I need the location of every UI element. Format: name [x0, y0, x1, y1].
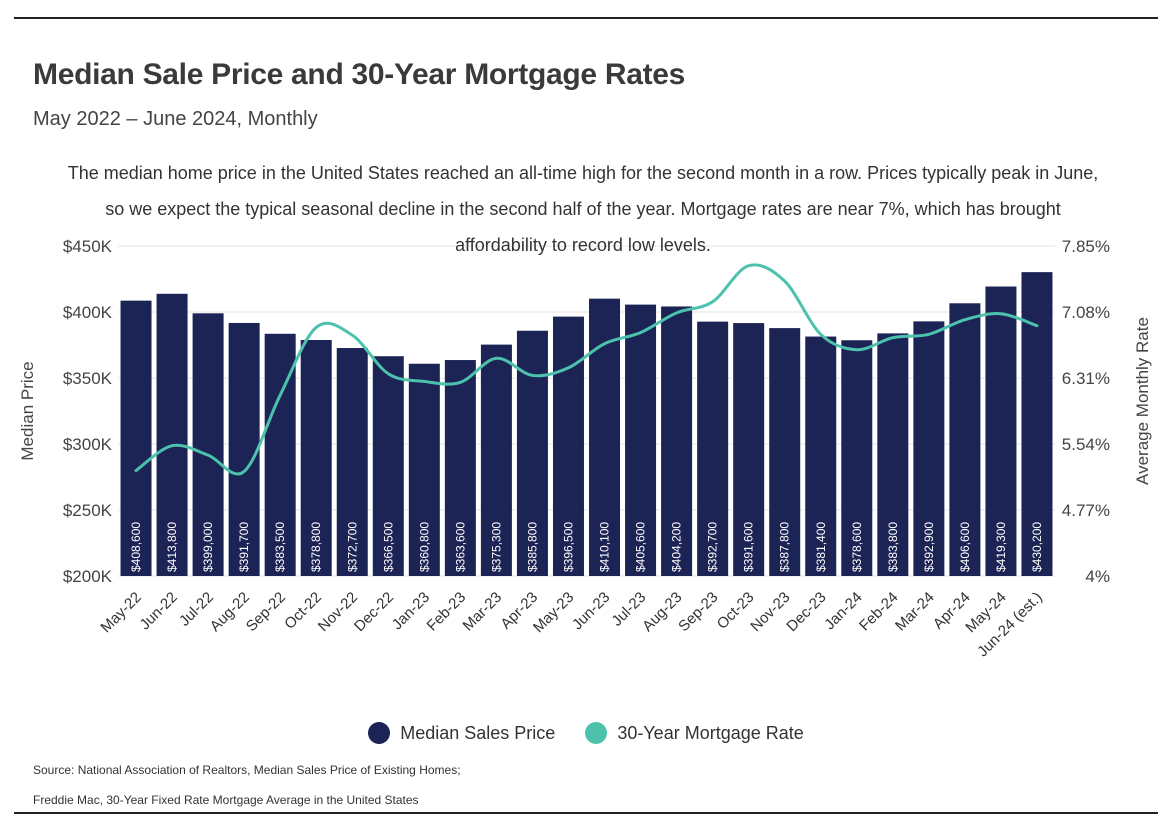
- y-tick-label-left: $350K: [63, 369, 113, 388]
- y-tick-label-right: 5.54%: [1062, 435, 1110, 454]
- bar-value-label: $391,600: [742, 522, 756, 572]
- bar-value-label: $381,400: [814, 522, 828, 572]
- y-tick-label-left: $300K: [63, 435, 113, 454]
- source-line-1: Source: National Association of Realtors…: [33, 763, 461, 777]
- bar: [769, 328, 801, 576]
- bar-value-label: $406,600: [958, 522, 972, 572]
- bar-value-label: $360,800: [417, 522, 431, 572]
- bar: [372, 356, 404, 576]
- bar-value-label: $383,500: [273, 522, 287, 572]
- bar: [697, 321, 729, 576]
- y-tick-label-left: $250K: [63, 501, 113, 520]
- bar-value-label: $410,100: [598, 522, 612, 572]
- bar: [841, 340, 873, 576]
- y-tick-label-right: 4.77%: [1062, 501, 1110, 520]
- legend-item-line: 30-Year Mortgage Rate: [585, 722, 804, 744]
- bar-value-label: $378,800: [309, 522, 323, 572]
- bar-value-label: $366,500: [381, 522, 395, 572]
- y-axis-title-left: Median Price: [18, 361, 37, 460]
- bar-value-label: $404,200: [670, 522, 684, 572]
- bar-value-label: $413,800: [165, 522, 179, 572]
- x-tick-label: Dec-23: [783, 589, 829, 635]
- x-tick-label: Sep-22: [243, 589, 289, 635]
- bar: [408, 363, 440, 576]
- y-axis-title-right: Average Monthly Rate: [1133, 317, 1152, 485]
- bar-value-label: $405,600: [634, 522, 648, 572]
- bottom-rule: [14, 812, 1158, 814]
- x-tick-label: May-22: [97, 589, 144, 636]
- legend-swatch-bars: [368, 722, 391, 744]
- bar: [120, 300, 152, 576]
- bar: [480, 344, 512, 576]
- y-tick-label-left: $400K: [63, 303, 113, 322]
- chart-annotation: The median home price in the United Stat…: [67, 163, 1099, 255]
- bar: [156, 293, 188, 576]
- x-tick-label: May-23: [530, 589, 577, 636]
- bar: [913, 321, 945, 576]
- chart-area: $200K 4% $250K 4.77% $300K 5.54% $350K 6.31% $40…: [18, 237, 1152, 660]
- x-tick-label: Feb-24: [856, 589, 902, 635]
- bar: [661, 306, 693, 576]
- bar: [300, 339, 332, 576]
- bar-value-label: $392,700: [706, 522, 720, 572]
- bar-value-label: $385,800: [525, 522, 539, 572]
- x-tick-label: Nov-23: [747, 589, 793, 635]
- bar-value-label: $375,300: [489, 522, 503, 572]
- bar: [444, 360, 476, 576]
- bar: [192, 313, 224, 576]
- bar: [805, 336, 837, 576]
- bar: [985, 286, 1017, 576]
- y-tick-label-left: $450K: [63, 237, 113, 256]
- bar: [733, 323, 765, 576]
- mortgage-rate-line: [134, 263, 1039, 476]
- x-tick-label: Sep-23: [675, 589, 721, 635]
- x-tick-label: Dec-22: [351, 589, 397, 635]
- x-tick-label: Mar-23: [460, 589, 506, 635]
- y-tick-label-right: 6.31%: [1062, 369, 1110, 388]
- legend-label-bars: Median Sales Price: [400, 722, 556, 743]
- chart-subtitle: May 2022 – June 2024, Monthly: [33, 108, 318, 130]
- x-tick-label: Feb-23: [424, 589, 470, 635]
- bar: [877, 333, 909, 576]
- legend-swatch-line: [585, 722, 608, 744]
- y-tick-label-right: 7.08%: [1062, 303, 1110, 322]
- bar-value-label: $392,900: [922, 522, 936, 572]
- x-tick-label: Aug-22: [207, 589, 253, 635]
- y-tick-label-right: 7.85%: [1062, 237, 1110, 256]
- x-tick-label: Jun-23: [569, 589, 613, 633]
- bar-value-label: $419,300: [994, 522, 1008, 572]
- bar-value-label: $372,700: [345, 522, 359, 572]
- y-tick-label-left: $200K: [63, 567, 113, 586]
- bar-value-label: $430,200: [1030, 522, 1044, 572]
- bar: [949, 303, 981, 576]
- bar-value-label: $399,000: [201, 522, 215, 572]
- bar-value-label: $396,500: [561, 522, 575, 572]
- bar-value-label: $387,800: [778, 522, 792, 572]
- bar-value-label: $363,600: [453, 522, 467, 572]
- x-tick-label: Nov-22: [315, 589, 361, 635]
- bar-value-label: $391,700: [237, 522, 251, 572]
- top-rule: [14, 17, 1158, 19]
- bar-value-label: $378,600: [850, 522, 864, 572]
- bar: [625, 304, 657, 576]
- bar-value-label: $383,800: [886, 522, 900, 572]
- bar: [228, 322, 260, 576]
- legend-label-line: 30-Year Mortgage Rate: [617, 722, 804, 743]
- x-tick-label: Mar-24: [892, 589, 938, 635]
- source-line-2: Freddie Mac, 30-Year Fixed Rate Mortgage…: [33, 793, 419, 807]
- legend: Median Sales Price 30-Year Mortgage Rate: [0, 722, 1172, 744]
- chart-title: Median Sale Price and 30-Year Mortgage R…: [33, 58, 686, 91]
- x-tick-label: Aug-23: [639, 589, 685, 635]
- y-tick-label-right: 4%: [1085, 567, 1110, 586]
- bar-value-label: $408,600: [129, 522, 143, 572]
- bar: [336, 348, 368, 576]
- x-tick-label: Jun-22: [136, 589, 180, 633]
- legend-item-bars: Median Sales Price: [368, 722, 555, 744]
